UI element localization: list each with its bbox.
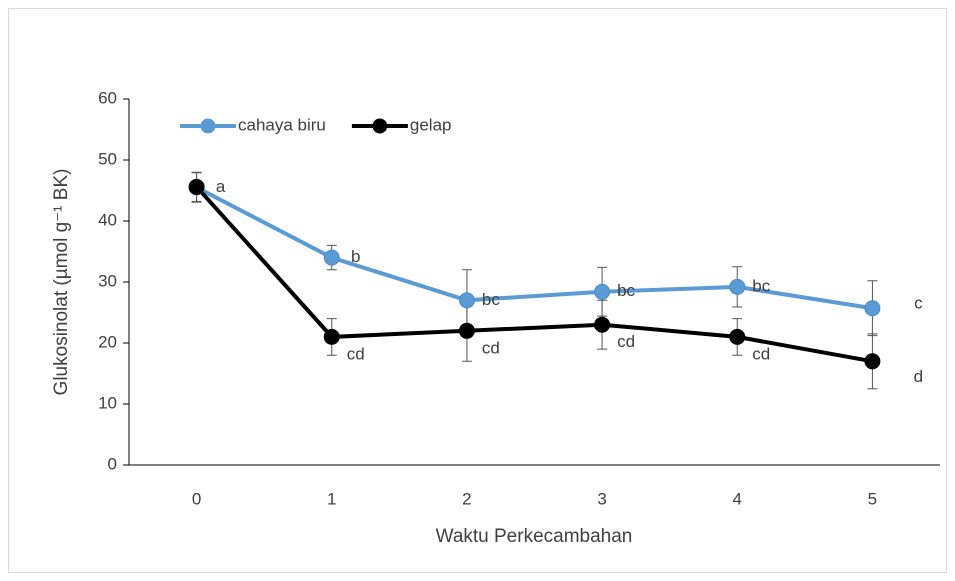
y-tick-label: 50 xyxy=(98,149,117,168)
significance-label: b xyxy=(351,247,360,266)
significance-label: bc xyxy=(617,281,635,300)
significance-label: bc xyxy=(752,276,770,295)
data-point xyxy=(458,322,475,339)
x-tick-label: 1 xyxy=(327,489,336,508)
significance-label: a xyxy=(216,177,226,196)
series-line xyxy=(195,185,873,364)
significance-label: bc xyxy=(482,290,500,309)
significance-label: cd xyxy=(617,332,635,351)
legend-label: cahaya biru xyxy=(238,115,326,134)
x-tick-label: 3 xyxy=(597,489,606,508)
chart-border xyxy=(8,8,947,573)
significance-label: cd xyxy=(752,344,770,363)
data-point xyxy=(864,300,881,317)
x-tick-label: 2 xyxy=(462,489,471,508)
data-point xyxy=(594,316,611,333)
x-axis-label: Waktu Perkecambahan xyxy=(436,526,633,547)
data-point xyxy=(323,249,340,266)
data-point xyxy=(323,328,340,345)
data-point xyxy=(594,283,611,300)
significance-label: cd xyxy=(482,338,500,357)
data-point xyxy=(188,178,205,195)
x-tick-label: 5 xyxy=(868,489,877,508)
data-point xyxy=(458,292,475,309)
significance-label: c xyxy=(914,294,923,313)
legend-label: gelap xyxy=(410,115,452,134)
data-point xyxy=(729,278,746,295)
x-tick-label: 0 xyxy=(192,489,201,508)
legend-marker xyxy=(200,118,216,134)
y-tick-label: 10 xyxy=(98,393,117,412)
x-tick-label: 4 xyxy=(733,489,742,508)
significance-label: d xyxy=(914,367,923,386)
data-point xyxy=(864,353,881,370)
y-tick-label: 60 xyxy=(98,88,117,107)
y-tick-label: 30 xyxy=(98,271,117,290)
y-tick-label: 40 xyxy=(98,210,117,229)
y-tick-label: 0 xyxy=(108,454,117,473)
y-tick-label: 20 xyxy=(98,332,117,351)
series-line xyxy=(195,185,873,311)
legend-marker xyxy=(372,118,388,134)
significance-label: cd xyxy=(347,344,365,363)
data-point xyxy=(729,328,746,345)
y-axis-label: Glukosinolat (µmol g⁻¹ BK) xyxy=(51,169,72,396)
